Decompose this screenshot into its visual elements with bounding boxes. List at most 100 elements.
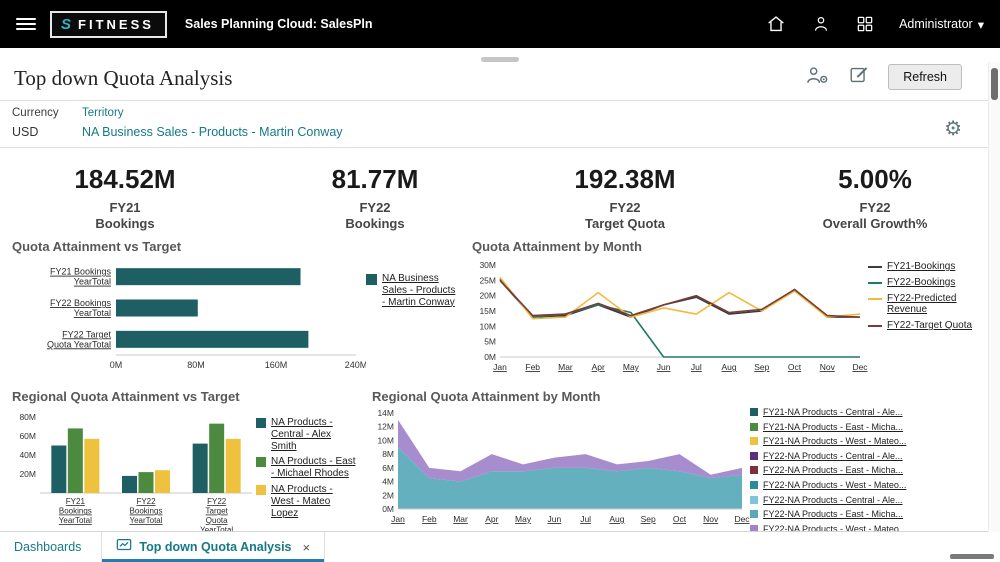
navigator-menu-icon[interactable] — [16, 18, 36, 30]
legend-item[interactable]: FY22-NA Products - West - Mateo... — [750, 480, 988, 491]
legend-label[interactable]: FY22-NA Products - West - Mateo... — [763, 480, 907, 491]
legend-item[interactable]: FY22-Predicted Revenue — [868, 293, 988, 317]
legend-item[interactable]: FY21-NA Products - West - Mateo... — [750, 436, 988, 447]
x-axis-label[interactable]: Jul — [691, 362, 702, 372]
quota-by-month-plot[interactable]: 0M 5M 10M 15M 20M 25M 30M Jan Feb Mar Apr May Jun Jul… — [470, 257, 868, 388]
vertical-scrollbar[interactable] — [988, 62, 1000, 532]
x-axis-label[interactable]: Feb — [422, 514, 437, 524]
tab-top-down-quota-analysis[interactable]: Top down Quota Analysis × — [101, 532, 326, 562]
category-label[interactable]: YearTotal — [74, 277, 111, 287]
x-axis-label[interactable]: Mar — [453, 514, 468, 524]
legend-label[interactable]: FY21-Bookings — [887, 261, 956, 272]
x-axis-label[interactable]: Dec — [734, 514, 750, 524]
user-settings-icon[interactable] — [805, 64, 830, 91]
legend-label[interactable]: FY21-NA Products - East - Micha... — [763, 421, 904, 432]
legend-label[interactable]: FY22-NA Products - Central - Ale... — [763, 494, 903, 505]
legend-item[interactable]: FY22-NA Products - West - Mateo... — [750, 524, 988, 535]
x-axis-label[interactable]: Jun — [657, 362, 671, 372]
category-label[interactable]: Target — [206, 507, 229, 516]
legend-marker — [256, 418, 266, 428]
refresh-button[interactable]: Refresh — [888, 64, 962, 90]
user-menu[interactable]: Administrator ▾ — [899, 17, 984, 32]
edit-icon[interactable] — [848, 64, 870, 91]
x-axis-label[interactable]: Feb — [525, 362, 540, 372]
legend-label[interactable]: FY22-Predicted Revenue — [887, 292, 957, 316]
x-axis-label[interactable]: Mar — [558, 362, 573, 372]
legend-item[interactable]: FY21-NA Products - East - Micha... — [750, 422, 988, 433]
category-label[interactable]: Bookings — [130, 507, 163, 516]
brand-logo[interactable]: S FITNESS — [50, 10, 167, 38]
legend-item[interactable]: FY22-Target Quota — [868, 320, 988, 332]
category-label[interactable]: YearTotal — [59, 516, 92, 525]
x-axis-label[interactable]: Aug — [722, 362, 737, 372]
category-label[interactable]: FY21 Bookings — [50, 267, 112, 277]
legend-item[interactable]: NA Products - Central - Alex Smith — [256, 417, 356, 452]
legend-item[interactable]: FY22-NA Products - East - Micha... — [750, 465, 988, 476]
apps-grid-icon[interactable] — [855, 14, 875, 34]
legend-item[interactable]: FY22-Bookings — [868, 277, 988, 289]
x-axis-label[interactable]: Jul — [580, 514, 591, 524]
category-label[interactable]: Quota — [206, 516, 228, 525]
legend-label[interactable]: FY22-NA Products - Central - Ale... — [763, 450, 903, 461]
territory-label[interactable]: Territory — [82, 107, 124, 119]
legend-label[interactable]: NA Products - East - Michael Rhodes — [271, 456, 356, 480]
pov-settings-gear-icon[interactable]: ⚙ — [944, 118, 962, 140]
category-label[interactable]: FY22 — [207, 497, 227, 506]
kpi-value: 81.77M — [331, 164, 419, 194]
x-axis-label[interactable]: Apr — [592, 362, 605, 372]
x-axis-label[interactable]: Nov — [820, 362, 836, 372]
x-axis-label[interactable]: Jan — [391, 514, 405, 524]
legend-label[interactable]: FY22-Bookings — [887, 276, 956, 288]
territory-value[interactable]: NA Business Sales - Products - Martin Co… — [82, 125, 343, 139]
x-axis-label[interactable]: Apr — [485, 514, 498, 524]
category-label[interactable]: FY22 — [136, 497, 156, 506]
x-axis-label[interactable]: Oct — [673, 514, 687, 524]
category-label[interactable]: FY22 Target — [62, 329, 111, 339]
dashboards-link[interactable]: Dashboards — [14, 540, 82, 554]
home-icon[interactable] — [765, 13, 787, 35]
legend-item[interactable]: FY22-NA Products - East - Micha... — [750, 509, 988, 520]
x-axis-label[interactable]: Dec — [852, 362, 868, 372]
quota-vs-target-plot[interactable]: 0M 80M 160M 240M FY21 Bookings YearTotal FY22 … — [10, 257, 367, 384]
legend-item[interactable]: FY21-Bookings — [868, 261, 988, 273]
category-label[interactable]: YearTotal — [74, 308, 111, 318]
x-axis-label[interactable]: May — [515, 514, 532, 524]
regional-vs-target-plot[interactable]: 20M 40M 60M 80M FY21 Bookings YearTotal FY22 Boo… — [10, 407, 256, 540]
category-label[interactable]: Bookings — [59, 507, 92, 516]
legend-label[interactable]: NA Business Sales - Products - Martin Co… — [382, 273, 456, 308]
legend-label[interactable]: FY22-NA Products - East - Micha... — [763, 465, 904, 476]
x-axis-label[interactable]: Aug — [609, 514, 624, 524]
category-label[interactable]: YearTotal — [200, 526, 233, 535]
x-axis-label[interactable]: Sep — [754, 362, 769, 372]
legend-label[interactable]: FY22-NA Products - East - Micha... — [763, 509, 904, 520]
x-axis-label[interactable]: Jan — [493, 362, 507, 372]
vertical-scrollbar-thumb[interactable] — [991, 68, 998, 100]
x-axis-label[interactable]: Sep — [641, 514, 656, 524]
legend-item[interactable]: NA Products - West - Mateo Lopez — [256, 484, 356, 519]
collapse-handle[interactable] — [481, 57, 519, 62]
category-label[interactable]: Quota YearTotal — [47, 339, 111, 349]
legend-label[interactable]: FY22-Target Quota — [887, 320, 973, 332]
horizontal-scrollbar-thumb[interactable] — [950, 554, 994, 559]
x-axis-label[interactable]: Jun — [548, 514, 562, 524]
legend-marker — [256, 484, 266, 495]
legend-label[interactable]: FY21-NA Products - West - Mateo... — [763, 436, 907, 447]
category-label[interactable]: YearTotal — [129, 516, 162, 525]
regional-by-month-plot[interactable]: 0M 2M 4M 6M 8M 10M 12M 14M Jan Feb Mar Apr May Jun Jul… — [370, 407, 750, 540]
category-label[interactable]: FY21 — [66, 497, 86, 506]
x-axis-label[interactable]: May — [623, 362, 640, 372]
category-label[interactable]: FY22 Bookings — [50, 298, 112, 308]
legend-item[interactable]: NA Business Sales - Products - Martin Co… — [366, 273, 456, 308]
legend-item[interactable]: FY21-NA Products - Central - Ale... — [750, 407, 988, 418]
legend-item[interactable]: FY22-NA Products - Central - Ale... — [750, 495, 988, 506]
legend-label[interactable]: FY21-NA Products - Central - Ale... — [763, 407, 903, 417]
legend-label[interactable]: NA Products - West - Mateo Lopez — [271, 483, 333, 519]
user-assistance-icon[interactable] — [811, 13, 831, 35]
legend-label[interactable]: NA Products - Central - Alex Smith — [271, 417, 333, 452]
x-axis-label[interactable]: Nov — [703, 514, 719, 524]
legend-item[interactable]: NA Products - East - Michael Rhodes — [256, 456, 356, 480]
legend-item[interactable]: FY22-NA Products - Central - Ale... — [750, 451, 988, 462]
legend-label[interactable]: FY22-NA Products - West - Mateo... — [763, 523, 907, 534]
x-axis-label[interactable]: Oct — [788, 362, 802, 372]
tab-close-icon[interactable]: × — [302, 539, 311, 555]
